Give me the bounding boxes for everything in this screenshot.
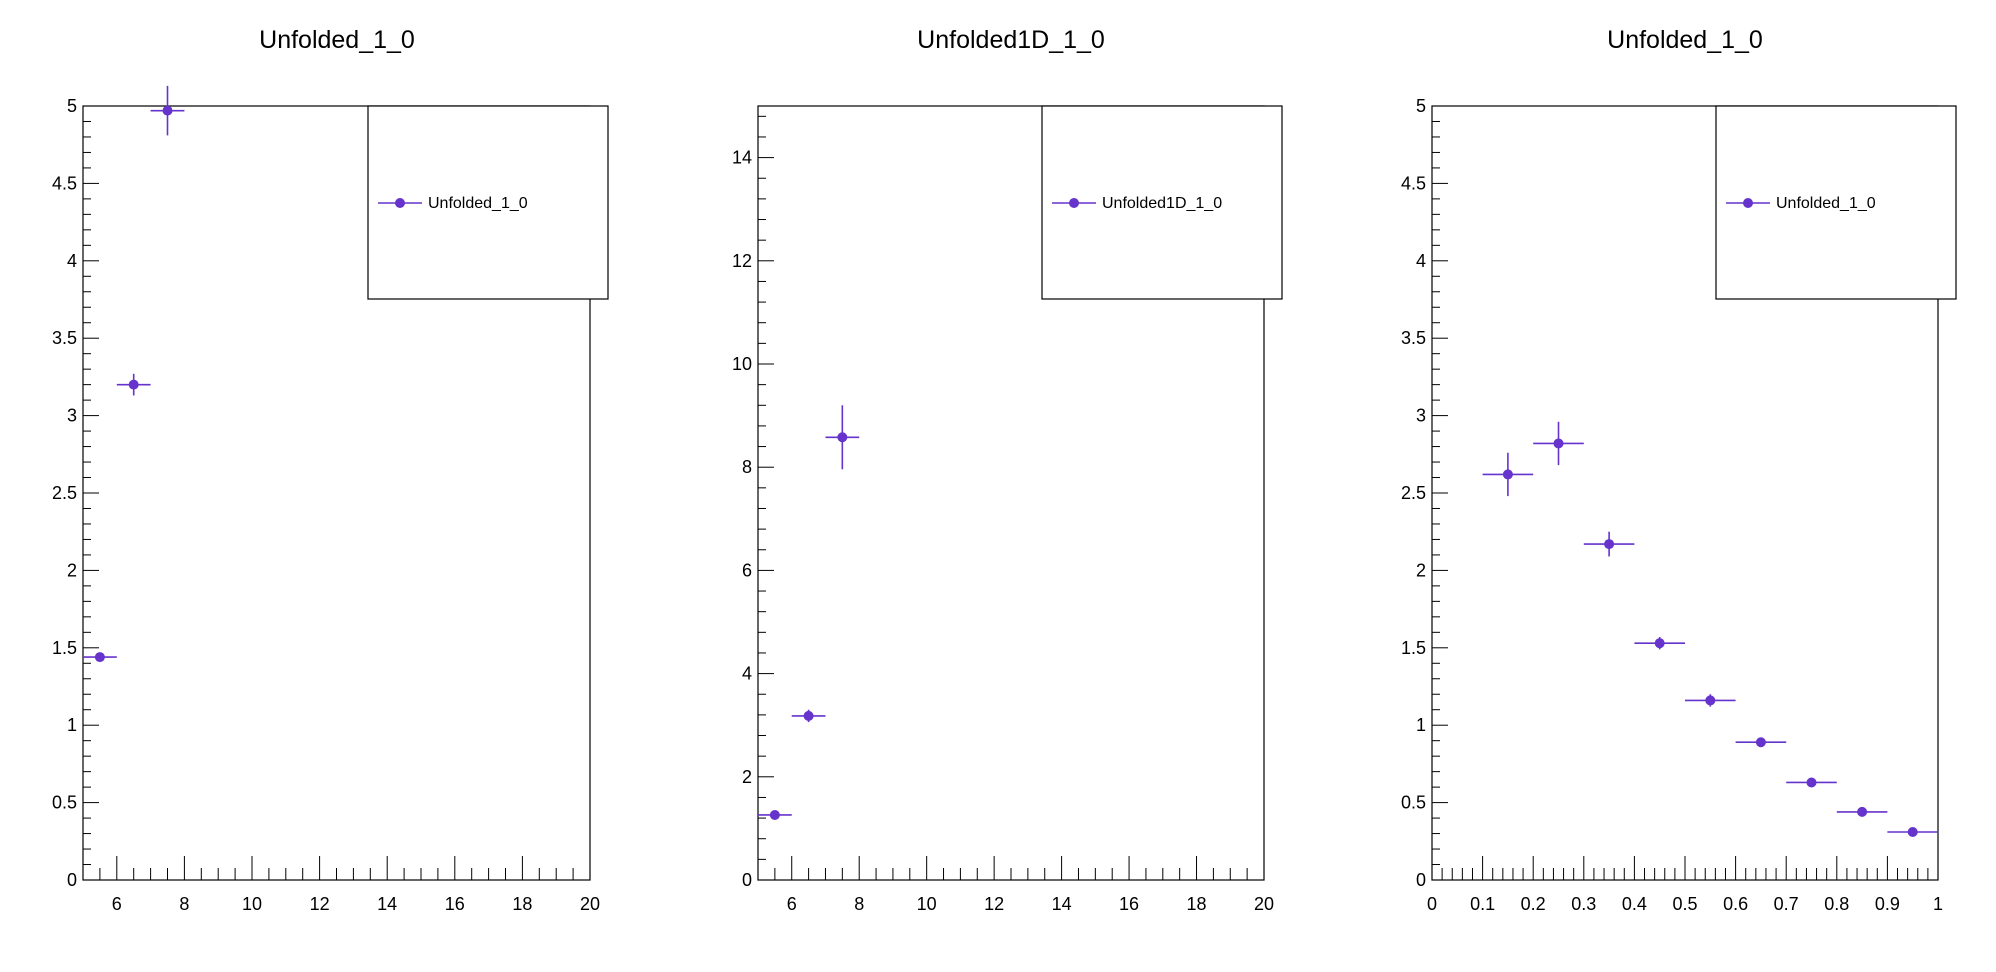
y-tick-label: 3.5 [52,328,77,348]
x-tick-label: 8 [854,894,864,914]
y-tick-label: 4.5 [52,173,77,193]
y-tick-label: 8 [742,457,752,477]
x-tick-label: 16 [1119,894,1139,914]
data-point [1705,695,1716,706]
data-point [128,379,139,390]
y-tick-label: 2 [742,767,752,787]
y-tick-label: 4 [67,251,77,271]
data-point [1553,438,1564,449]
chart-panel-2: Unfolded1D_1_0 0 2 4 6 8 10 12 14 6 8 10 12 14 16 18 20 U… [732,26,1283,914]
y-tick-label: 5 [1416,96,1426,116]
x-tick-label: 1 [1933,894,1943,914]
y-tick-label: 3.5 [1401,328,1426,348]
y-tick-label: 12 [732,251,752,271]
x-tick-label: 0.5 [1672,894,1697,914]
x-tick-label: 16 [445,894,465,914]
x-tick-label: 10 [242,894,262,914]
x-tick-label: 0 [1427,894,1437,914]
data-point [1907,827,1918,838]
y-tick-label: 5 [67,96,77,116]
y-tick-label: 0.5 [52,793,77,813]
y-tick-label: 2.5 [52,483,77,503]
y-tick-label: 4 [742,664,752,684]
legend-marker [1069,198,1079,208]
x-tick-label: 0.3 [1571,894,1596,914]
chart-title: Unfolded1D_1_0 [917,26,1105,54]
x-tick-label: 12 [984,894,1004,914]
x-tick-label: 6 [787,894,797,914]
chart-panel-3: Unfolded_1_0 0 0.5 1 1.5 2 2.5 3 3.5 4 4.5 5 0 0.1 0.2… [1401,26,1957,914]
data-point [837,432,848,443]
x-tick-label: 0.4 [1622,894,1647,914]
legend-label: Unfolded_1_0 [428,195,528,212]
y-tick-label: 4 [1416,251,1426,271]
x-tick-label: 0.2 [1521,894,1546,914]
y-tick-label: 1 [67,715,77,735]
x-tick-label: 6 [112,894,122,914]
x-tick-label: 0.1 [1470,894,1495,914]
y-tick-label: 3 [67,406,77,426]
data-point [1654,638,1665,649]
chart-panel-1: Unfolded_1_0 0 0.5 1 1.5 2 2.5 3 3.5 4 4.5 5 6 8 10 12 1… [52,26,609,914]
y-tick-label: 1.5 [52,638,77,658]
y-tick-label: 14 [732,148,752,168]
data-point [1857,806,1868,817]
y-tick-label: 0 [1416,870,1426,890]
x-tick-label: 20 [1254,894,1274,914]
y-tick-label: 1.5 [1401,638,1426,658]
x-tick-label: 0.7 [1774,894,1799,914]
x-tick-label: 14 [1052,894,1072,914]
legend-label: Unfolded1D_1_0 [1102,195,1222,212]
y-tick-label: 0 [742,870,752,890]
legend-marker [395,198,405,208]
x-tick-label: 20 [580,894,600,914]
y-tick-label: 0 [67,870,77,890]
x-tick-label: 0.6 [1723,894,1748,914]
data-point [803,710,814,721]
y-tick-label: 2.5 [1401,483,1426,503]
y-tick-label: 2 [67,560,77,580]
data-point [1755,737,1766,748]
x-tick-label: 8 [179,894,189,914]
y-tick-label: 2 [1416,560,1426,580]
data-point [769,809,780,820]
x-tick-label: 10 [917,894,937,914]
y-tick-label: 4.5 [1401,173,1426,193]
y-tick-label: 10 [732,354,752,374]
legend-marker [1743,198,1753,208]
data-point [162,105,173,116]
x-tick-label: 14 [377,894,397,914]
y-tick-label: 1 [1416,715,1426,735]
x-tick-label: 18 [1187,894,1207,914]
chart-title: Unfolded_1_0 [1607,26,1763,54]
data-point [1502,469,1513,480]
data-point [1806,777,1817,788]
x-tick-label: 0.8 [1824,894,1849,914]
x-tick-label: 12 [310,894,330,914]
legend-label: Unfolded_1_0 [1776,195,1876,212]
chart-title: Unfolded_1_0 [259,26,415,54]
data-point [94,652,105,663]
x-tick-label: 0.9 [1875,894,1900,914]
y-tick-label: 0.5 [1401,793,1426,813]
y-tick-label: 3 [1416,406,1426,426]
y-tick-label: 6 [742,560,752,580]
data-point [1604,539,1615,550]
x-tick-label: 18 [512,894,532,914]
